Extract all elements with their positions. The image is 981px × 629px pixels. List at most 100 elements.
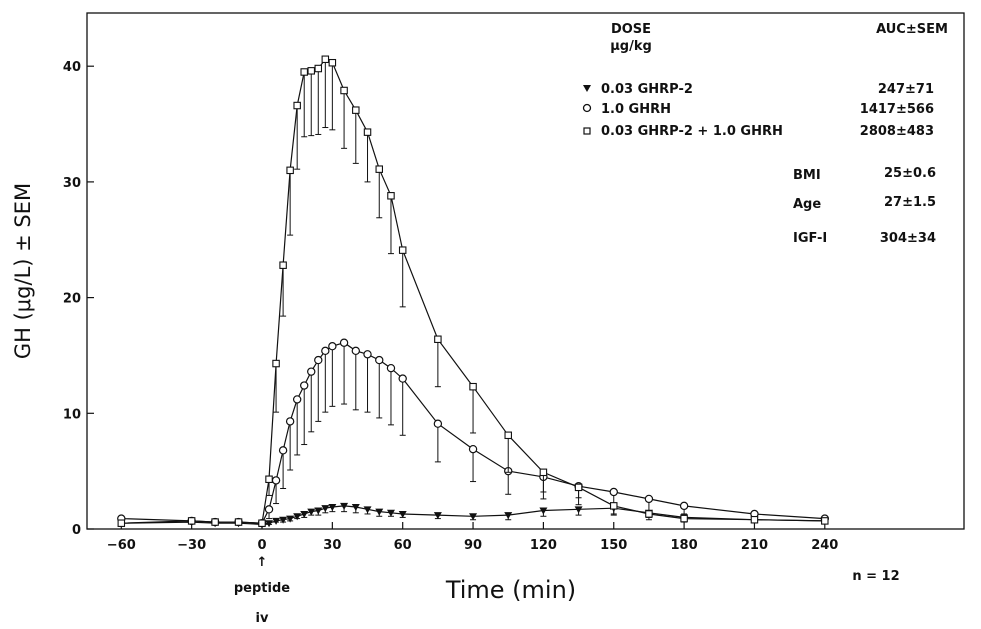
data-point-triangle <box>398 510 407 518</box>
data-point-triangle <box>340 502 349 510</box>
data-point-square <box>258 519 266 527</box>
subject-info: BMI 25±0.6 Age 27±1.5 IGF-I 304±34 <box>793 166 936 246</box>
x-tick-label: 90 <box>464 538 482 553</box>
legend-label-ghrh: 1.0 GHRH <box>601 102 671 117</box>
plot-area-frame <box>86 12 965 530</box>
data-point-square <box>321 55 330 64</box>
y-tick-label: 20 <box>63 292 81 307</box>
y-tick-label: 40 <box>63 60 81 75</box>
data-point-square <box>211 518 219 526</box>
x-tick-label: 210 <box>741 538 768 553</box>
data-point-triangle <box>265 520 274 528</box>
data-point-circle <box>644 494 654 504</box>
data-point-circle <box>386 363 396 373</box>
legend-units-header: µg/kg <box>610 39 652 54</box>
data-point-triangle <box>300 510 309 518</box>
data-point-circle <box>321 346 330 356</box>
data-point-circle <box>433 419 443 428</box>
y-tick-label: 30 <box>63 176 81 191</box>
legend-auc-combo: 2808±483 <box>860 124 934 139</box>
data-point-circle <box>351 346 360 356</box>
x-tick-label: 240 <box>811 538 838 553</box>
data-point-circle <box>271 476 281 485</box>
data-point-circle <box>375 355 384 365</box>
data-point-circle <box>609 487 618 497</box>
legend-marker-square <box>583 127 591 135</box>
data-point-square <box>293 101 301 110</box>
peptide-label: peptide <box>234 581 290 596</box>
data-point-square <box>609 502 618 510</box>
data-point-triangle <box>351 504 360 512</box>
data-point-circle <box>339 338 349 347</box>
data-point-circle <box>307 367 316 376</box>
data-point-square <box>375 165 383 173</box>
data-point-square <box>286 166 294 175</box>
data-point-square <box>504 431 512 440</box>
data-point-circle <box>292 395 302 404</box>
x-tick-label: 150 <box>600 538 627 553</box>
data-point-circle <box>679 501 689 511</box>
x-tick-label: 180 <box>671 538 698 553</box>
legend-auc-ghrh: 1417±566 <box>860 102 934 117</box>
legend-marker-triangle <box>583 85 591 92</box>
x-axis-title: Time (min) <box>445 576 576 604</box>
legend-auc-ghrp2: 247±71 <box>878 82 934 97</box>
info-age-value: 27±1.5 <box>884 195 936 210</box>
data-point-triangle <box>504 512 513 520</box>
y-axis: 0 10 20 30 40 <box>63 60 94 538</box>
data-point-triangle <box>293 513 302 521</box>
x-tick-label: 30 <box>323 538 341 553</box>
data-point-triangle <box>286 515 295 523</box>
data-point-triangle <box>363 506 372 514</box>
iv-label: iv <box>256 611 269 626</box>
x-axis: −60 −30 0 30 60 90 120 150 180 210 240 <box>107 522 838 553</box>
data-point-triangle <box>375 508 384 516</box>
legend-label-ghrp2: 0.03 GHRP-2 <box>601 82 693 97</box>
legend-dose-header: DOSE <box>611 22 651 37</box>
legend-marker-circle <box>582 103 592 113</box>
data-point-square <box>352 106 360 114</box>
data-point-triangle <box>386 509 395 517</box>
legend: DOSE µg/kg AUC±SEM 0.03 GHRP-2 247±71 1.… <box>582 22 948 139</box>
data-point-triangle <box>574 506 583 514</box>
data-point-circle <box>300 381 309 390</box>
data-point-circle <box>285 417 295 426</box>
series-2 <box>117 55 829 527</box>
data-point-triangle <box>314 507 323 515</box>
y-tick-label: 10 <box>63 407 81 422</box>
data-point-square <box>680 514 688 523</box>
x-tick-label: 120 <box>530 538 557 553</box>
data-point-triangle <box>272 517 281 525</box>
data-point-circle <box>264 505 274 514</box>
data-point-square <box>645 510 653 518</box>
series-1 <box>117 338 830 528</box>
data-point-circle <box>468 444 478 454</box>
data-point-square <box>187 517 196 525</box>
data-point-square <box>750 515 759 524</box>
data-point-square <box>300 68 308 76</box>
legend-label-combo: 0.03 GHRP-2 + 1.0 GHRH <box>601 124 783 139</box>
data-point-square <box>539 468 548 477</box>
data-point-circle <box>278 446 288 455</box>
data-point-square <box>265 475 273 483</box>
data-point-square <box>314 64 323 73</box>
data-point-square <box>821 517 829 525</box>
n-label: n = 12 <box>852 569 899 584</box>
data-point-triangle <box>433 512 442 520</box>
info-igf-value: 304±34 <box>880 231 936 246</box>
x-tick-label: −60 <box>107 538 136 553</box>
legend-auc-header: AUC±SEM <box>876 22 948 37</box>
data-point-circle <box>398 374 407 383</box>
data-point-triangle <box>469 513 478 521</box>
data-point-square <box>279 261 287 269</box>
y-axis-title: GH (μg/L) ± SEM <box>11 183 35 359</box>
x-tick-label: 60 <box>394 538 412 553</box>
data-point-triangle <box>328 504 337 512</box>
data-point-square <box>340 86 348 95</box>
y-tick-label: 0 <box>72 523 81 538</box>
data-point-circle <box>363 350 372 359</box>
data-point-triangle <box>321 505 330 513</box>
data-point-circle <box>314 355 323 365</box>
data-point-square <box>363 128 372 136</box>
